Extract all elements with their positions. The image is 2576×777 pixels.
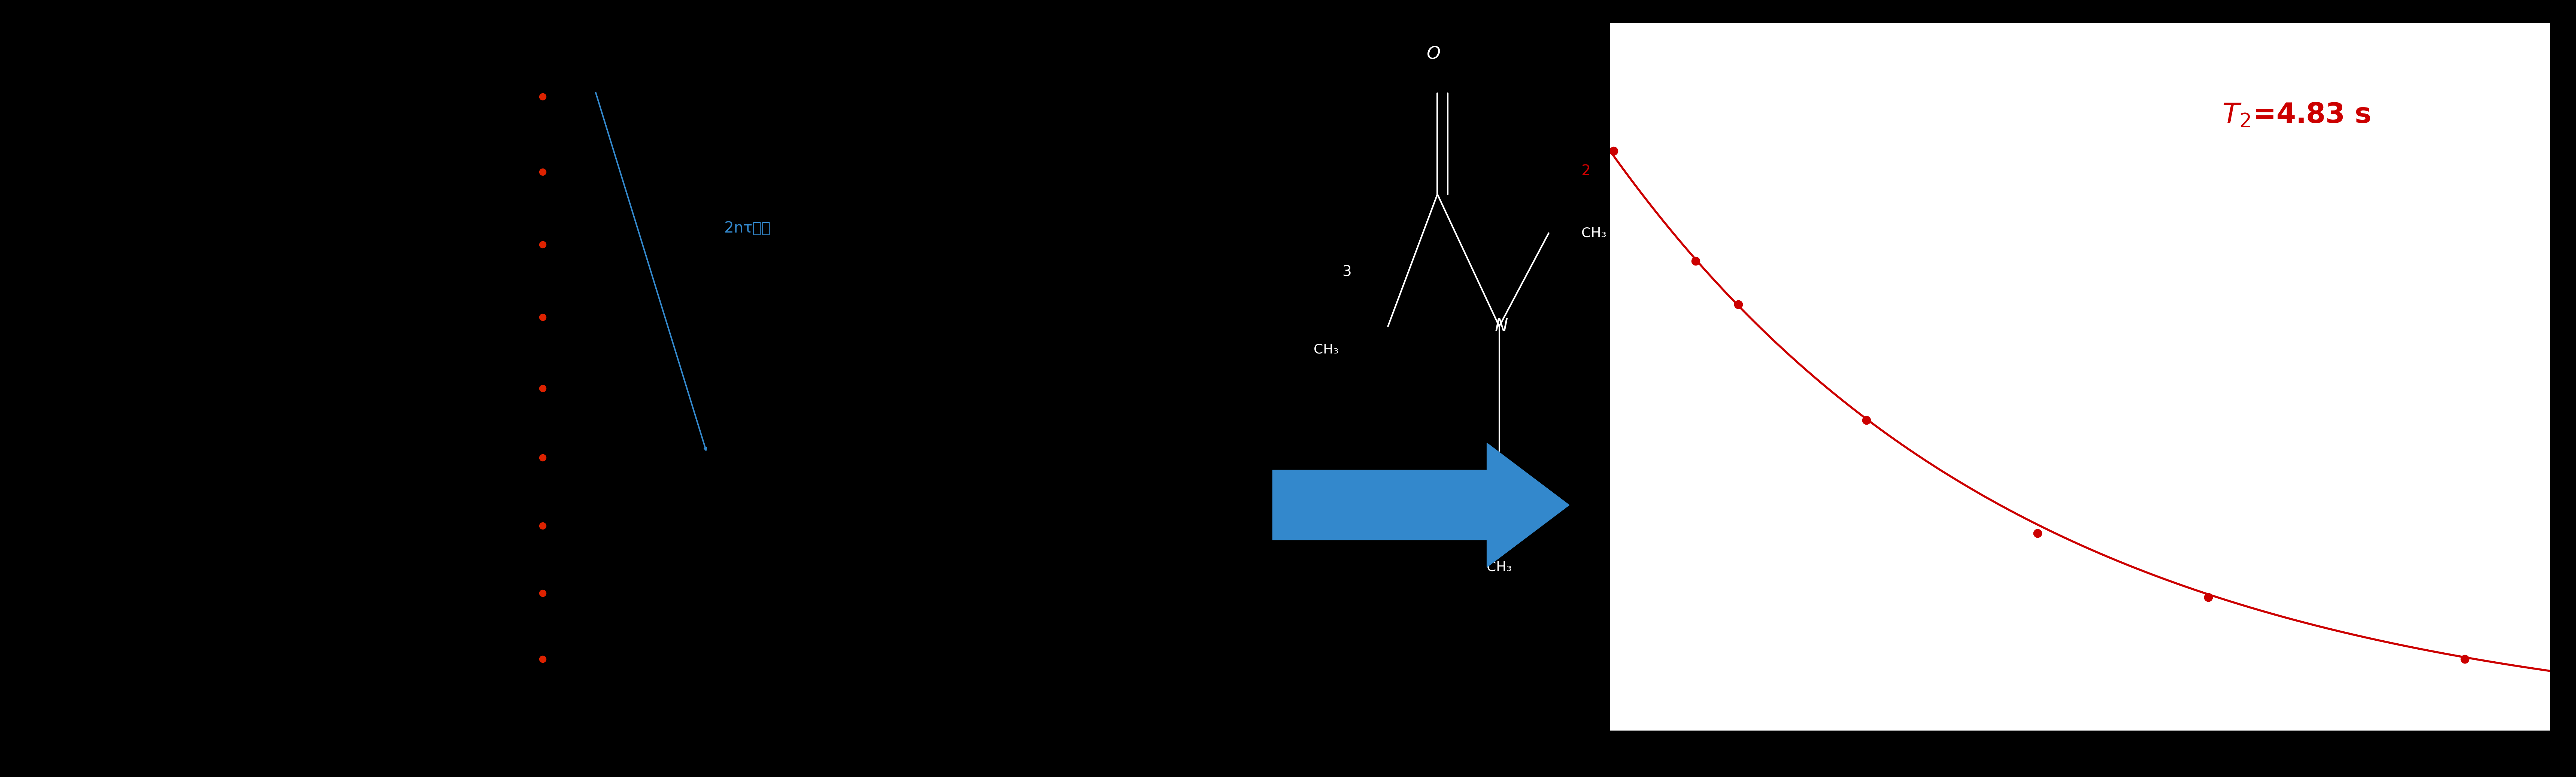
Text: N: N xyxy=(1494,318,1507,335)
Text: 化学シフト（ppm）: 化学シフト（ppm） xyxy=(1048,734,1128,747)
Text: 3: 3 xyxy=(726,232,734,247)
FancyArrow shape xyxy=(1273,443,1569,567)
Text: $T_2$=4.83 s: $T_2$=4.83 s xyxy=(2223,102,2370,129)
Text: 1: 1 xyxy=(1461,506,1471,520)
Text: CH₃: CH₃ xyxy=(1314,343,1340,356)
Text: CH₃: CH₃ xyxy=(1582,227,1607,239)
Text: 3: 3 xyxy=(1342,265,1352,279)
Text: 2nτ: 2nτ xyxy=(2568,758,2576,773)
Text: 1: 1 xyxy=(245,27,255,43)
Text: CH₃: CH₃ xyxy=(1486,561,1512,573)
Text: 2nτ増大: 2nτ増大 xyxy=(724,221,770,235)
Text: O: O xyxy=(1427,46,1440,63)
Text: 2: 2 xyxy=(1582,164,1589,178)
Text: 2: 2 xyxy=(507,0,518,2)
